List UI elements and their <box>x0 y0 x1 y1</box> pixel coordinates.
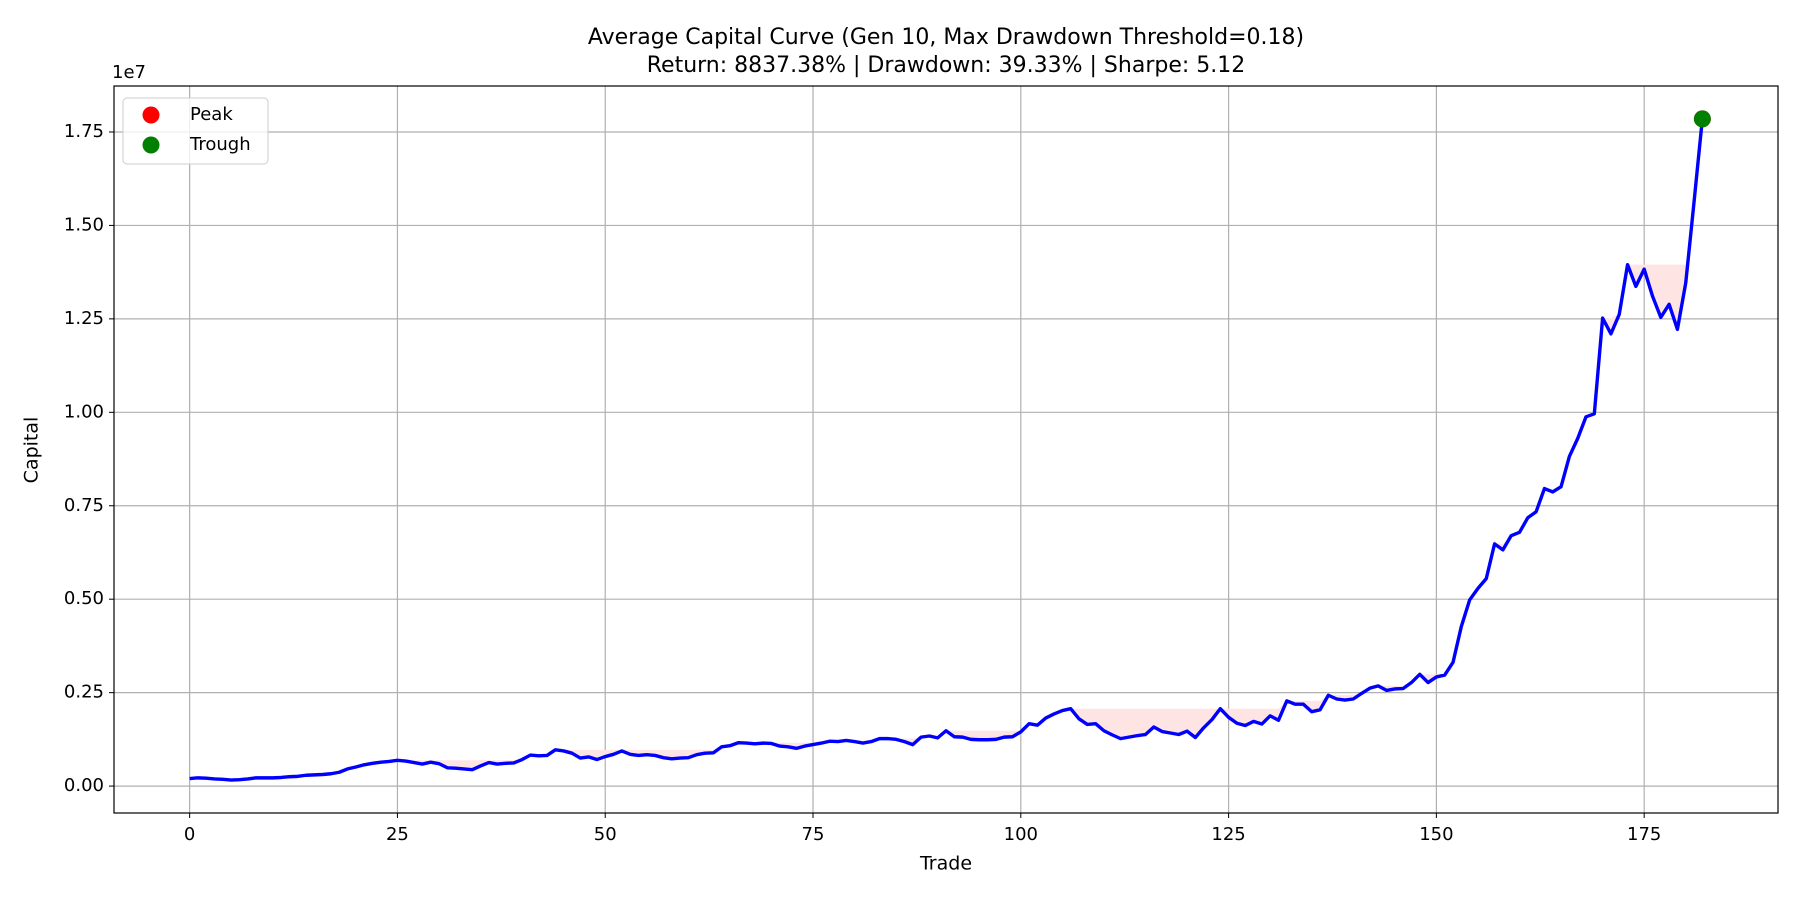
marker-point <box>1693 110 1711 128</box>
y-tick-label: 1.00 <box>64 401 104 422</box>
y-tick-label: 0.75 <box>64 495 104 516</box>
y-tick-label: 1.25 <box>64 308 104 329</box>
axes-frame <box>113 85 1779 814</box>
chart-title: Average Capital Curve (Gen 10, Max Drawd… <box>588 25 1304 50</box>
legend-label: Peak <box>190 104 233 125</box>
x-tick-label: 175 <box>1627 824 1661 845</box>
x-tick-label: 50 <box>594 824 617 845</box>
x-tick-label: 150 <box>1419 824 1453 845</box>
x-axis-label: Trade <box>919 853 972 875</box>
x-tick-label: 125 <box>1211 824 1245 845</box>
y-tick-label: 1.50 <box>64 214 104 235</box>
x-tick-label: 0 <box>184 824 195 845</box>
legend-label: Trough <box>189 134 251 155</box>
chart-subtitle: Return: 8837.38% | Drawdown: 39.33% | Sh… <box>647 53 1246 78</box>
y-tick-label: 0.00 <box>64 775 104 796</box>
drawdown-area <box>189 118 1703 781</box>
y-axis-label: Capital <box>21 417 43 484</box>
y-tick-label: 0.25 <box>64 682 104 703</box>
x-tick-label: 75 <box>802 824 825 845</box>
legend-marker <box>142 136 160 154</box>
legend-marker <box>142 106 160 124</box>
y-tick-label: 1.75 <box>64 121 104 142</box>
x-tick-label: 25 <box>386 824 409 845</box>
y-tick-label: 0.50 <box>64 588 104 609</box>
x-tick-label: 100 <box>1004 824 1038 845</box>
capital-line <box>189 118 1705 782</box>
y-offset-label: 1e7 <box>112 62 146 83</box>
